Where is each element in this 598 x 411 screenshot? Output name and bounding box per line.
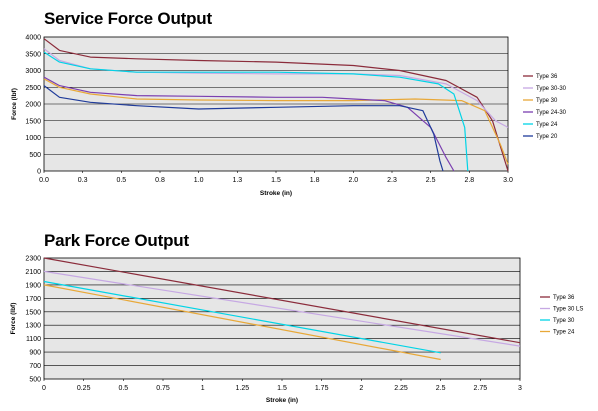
- park-y-tick-label: 700: [29, 363, 41, 370]
- park-x-tick-label: 1.25: [236, 385, 250, 392]
- park-legend-label: Type 30 LS: [553, 307, 583, 313]
- service-x-tick-label: 2.3: [387, 177, 397, 184]
- park-y-tick-label: 2300: [25, 256, 41, 263]
- service-y-tick-label: 2000: [25, 102, 41, 109]
- service-y-tick-label: 1500: [25, 118, 41, 125]
- service-chart-title: Service Force Output: [44, 9, 212, 28]
- park-series-line: [43, 280, 441, 354]
- service-legend-label: Type 30: [536, 98, 558, 104]
- service-y-tick-label: 2500: [25, 85, 41, 92]
- park-x-tick-label: 2: [359, 385, 363, 392]
- park-y-tick-label: 1700: [25, 296, 41, 303]
- park-x-axis-label: Stroke (in): [266, 397, 298, 404]
- service-x-tick-label: 1.0: [194, 177, 204, 184]
- park-y-axis-label: Force (lbf): [10, 303, 17, 335]
- service-x-tick-label: 0.5: [116, 177, 126, 184]
- service-x-tick-label: 2.0: [348, 177, 358, 184]
- park-y-tick-label: 1300: [25, 323, 41, 330]
- service-y-tick-label: 1000: [25, 135, 41, 142]
- service-x-tick-label: 1.3: [232, 177, 242, 184]
- service-y-tick-label: 3500: [25, 51, 41, 58]
- service-series-line: [43, 51, 469, 172]
- service-x-tick-label: 0.8: [155, 177, 165, 184]
- park-x-tick-label: 2.5: [436, 385, 446, 392]
- service-y-tick-label: 4000: [25, 35, 41, 42]
- park-series-line: [43, 257, 521, 344]
- park-x-tick-label: 3: [518, 385, 522, 392]
- service-y-tick-label: 500: [29, 152, 41, 159]
- park-x-tick-label: 0: [42, 385, 46, 392]
- service-x-axis-label: Stroke (in): [260, 190, 292, 197]
- service-y-tick-label: 0: [37, 169, 41, 176]
- service-x-tick-label: 1.8: [310, 177, 320, 184]
- service-legend-label: Type 24-30: [536, 110, 567, 116]
- park-x-tick-label: 0.75: [156, 385, 170, 392]
- service-legend-label: Type 30-30: [536, 86, 567, 92]
- service-series-line: [43, 38, 509, 172]
- service-series-line: [43, 85, 444, 172]
- park-y-tick-label: 1100: [26, 336, 41, 343]
- park-x-tick-label: 0.25: [77, 385, 91, 392]
- service-x-tick-label: 2.8: [464, 177, 474, 184]
- park-x-tick-label: 1.5: [277, 385, 287, 392]
- park-legend-label: Type 24: [553, 330, 575, 336]
- park-series-line: [43, 270, 521, 347]
- park-series-line: [43, 284, 441, 361]
- service-series-line: [43, 78, 509, 165]
- park-legend-label: Type 30: [553, 318, 575, 324]
- park-x-tick-label: 0.5: [118, 385, 128, 392]
- service-y-tick-label: 3000: [25, 68, 41, 75]
- service-x-tick-label: 3.0: [503, 177, 513, 184]
- park-y-tick-label: 1900: [25, 282, 41, 289]
- park-legend-label: Type 36: [553, 295, 575, 301]
- service-legend-box: [520, 72, 576, 144]
- park-y-tick-label: 500: [29, 377, 41, 384]
- service-legend-label: Type 36: [536, 74, 558, 80]
- park-y-tick-label: 1500: [25, 309, 41, 316]
- park-x-tick-label: 2.25: [394, 385, 408, 392]
- service-x-tick-label: 2.5: [426, 177, 436, 184]
- park-x-tick-label: 1: [201, 385, 205, 392]
- service-x-tick-label: 0.3: [78, 177, 88, 184]
- service-x-tick-label: 0.0: [39, 177, 49, 184]
- service-x-tick-label: 1.5: [271, 177, 281, 184]
- park-x-tick-label: 2.75: [474, 385, 488, 392]
- park-chart-title: Park Force Output: [44, 231, 189, 250]
- park-y-tick-label: 900: [29, 350, 41, 357]
- park-plot-area: [43, 257, 521, 380]
- service-legend-label: Type 24: [536, 122, 558, 128]
- service-legend-label: Type 20: [536, 134, 558, 140]
- park-y-tick-label: 2100: [25, 269, 41, 276]
- service-y-axis-label: Force (lbf): [11, 88, 18, 120]
- park-x-tick-label: 1.75: [315, 385, 329, 392]
